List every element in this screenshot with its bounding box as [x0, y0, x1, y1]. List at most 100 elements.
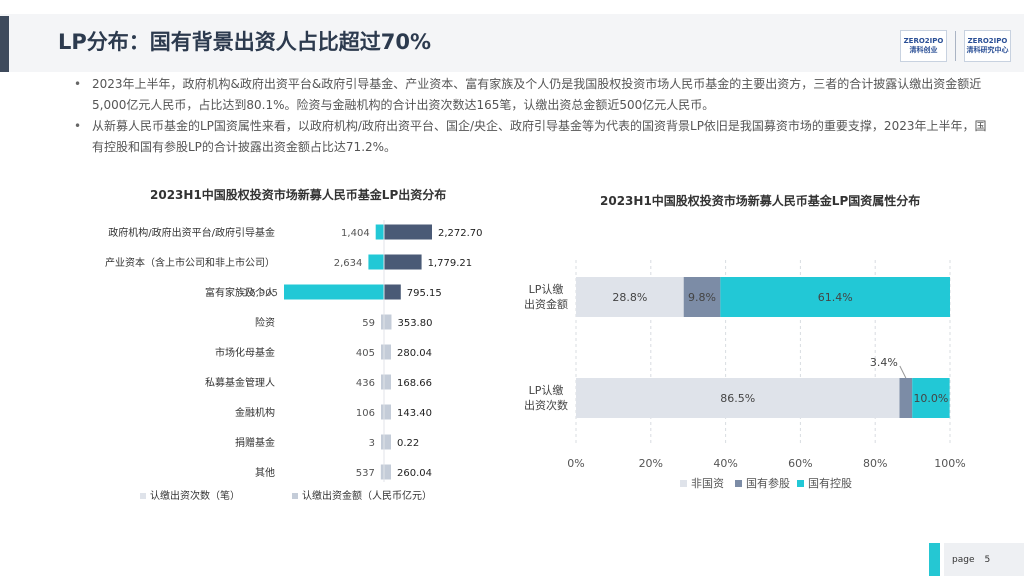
category-label: LP认缴 — [529, 282, 564, 296]
left-accent-bar — [0, 16, 9, 72]
legend-label: 认缴出资金额（人民币亿元） — [302, 489, 432, 502]
amount-bar — [384, 314, 392, 330]
segment-label: 3.4% — [870, 356, 898, 369]
segment-label: 9.8% — [688, 291, 716, 304]
x-tick-label: 100% — [934, 457, 965, 470]
segment-label: 61.4% — [818, 291, 853, 304]
amount-bar — [384, 464, 391, 480]
bullet-item: 2023年上半年，政府机构&政府出资平台&政府引导基金、产业资本、富有家族及个人… — [72, 74, 992, 116]
category-label: 市场化母基金 — [215, 346, 275, 359]
legend-label: 认缴出资次数（笔） — [150, 489, 240, 502]
logo-group: ZERO2IPO 清科创业 ZERO2IPO 清科研究中心 — [900, 30, 1011, 62]
legend-swatch — [797, 480, 804, 487]
header-band — [0, 14, 1024, 72]
x-tick-label: 80% — [863, 457, 887, 470]
category-label: 险资 — [255, 316, 275, 329]
zero2ipo-research-logo: ZERO2IPO 清科研究中心 — [964, 30, 1011, 62]
logo-bottom-text: 清科研究中心 — [966, 46, 1009, 54]
count-label: 537 — [356, 468, 375, 479]
logo-top-text: ZERO2IPO — [967, 37, 1008, 45]
count-label: 16,905 — [243, 288, 278, 299]
logo-top-text: ZERO2IPO — [903, 37, 944, 45]
count-bar — [368, 254, 384, 270]
stacked-bar-segment — [576, 378, 900, 418]
segment-label: 86.5% — [720, 392, 755, 405]
stacked-bar-segment — [576, 277, 684, 317]
amount-label: 0.22 — [397, 438, 419, 449]
amount-label: 168.66 — [397, 378, 432, 389]
count-bar — [381, 434, 384, 450]
bullet-item: 从新募人民币基金的LP国资属性来看，以政府机构/政府出资平台、国企/央企、政府引… — [72, 116, 992, 158]
amount-bar — [384, 374, 391, 390]
legend-label: 非国资 — [691, 477, 724, 490]
category-label: 政府机构/政府出资平台/政府引导基金 — [108, 226, 275, 239]
x-tick-label: 40% — [713, 457, 737, 470]
page-number: page 5 — [944, 543, 1024, 576]
category-label: 其他 — [255, 466, 275, 479]
count-bar — [381, 374, 384, 390]
count-bar — [380, 464, 384, 480]
legend-swatch — [292, 493, 298, 499]
label-leader-line — [899, 365, 907, 379]
count-bar — [381, 344, 384, 360]
bullet-list: 2023年上半年，政府机构&政府出资平台&政府引导基金、产业资本、富有家族及个人… — [72, 74, 992, 158]
legend-label: 国有控股 — [808, 476, 852, 490]
category-label: LP认缴 — [529, 383, 564, 397]
footer-accent-bar — [929, 543, 940, 576]
amount-label: 1,779.21 — [428, 258, 473, 269]
legend-label: 国有参股 — [746, 476, 790, 490]
amount-label: 143.40 — [397, 408, 432, 419]
x-tick-label: 20% — [639, 457, 663, 470]
count-label: 1,404 — [341, 228, 370, 239]
stacked-bar-segment — [899, 378, 913, 418]
amount-label: 795.15 — [407, 288, 442, 299]
category-label: 私募基金管理人 — [205, 376, 275, 389]
page-number-value: 5 — [984, 554, 991, 565]
page-title: LP分布：国有背景出资人占比超过70% — [58, 30, 432, 54]
count-label: 106 — [356, 408, 375, 419]
stacked-bar-segment — [720, 277, 950, 317]
count-bar — [284, 284, 384, 300]
count-bar — [381, 314, 384, 330]
count-label: 405 — [356, 348, 375, 359]
amount-label: 280.04 — [397, 348, 432, 359]
amount-bar — [384, 434, 391, 450]
count-bar — [381, 404, 384, 420]
amount-bar — [384, 224, 432, 240]
legend-swatch — [735, 480, 742, 487]
segment-label: 10.0% — [913, 392, 948, 405]
logo-bottom-text: 清科创业 — [909, 46, 938, 54]
zero2ipo-logo: ZERO2IPO 清科创业 — [900, 30, 947, 62]
count-label: 3 — [369, 438, 375, 449]
amount-bar — [384, 404, 391, 420]
amount-label: 2,272.70 — [438, 228, 483, 239]
count-label: 2,634 — [334, 258, 363, 269]
left-chart-title: 2023H1中国股权投资市场新募人民币基金LP出资分布 — [150, 188, 447, 202]
category-label: 金融机构 — [235, 406, 275, 419]
legend-swatch — [140, 493, 146, 499]
page-label: page — [952, 554, 975, 565]
legend-swatch — [680, 480, 687, 487]
category-label: 捐赠基金 — [235, 436, 275, 449]
count-label: 59 — [362, 318, 375, 329]
category-label: 富有家族及个人 — [205, 286, 275, 299]
lp-contribution-chart: 政府机构/政府出资平台/政府引导基金 1,404 2,272.70 产业资本（含上市公… — [105, 220, 483, 502]
category-label: 出资金额 — [524, 297, 568, 311]
amount-bar — [384, 254, 422, 270]
x-tick-label: 0% — [567, 457, 584, 470]
category-label: 产业资本（含上市公司和非上市公司） — [105, 256, 275, 269]
amount-bar — [384, 344, 391, 360]
count-label: 436 — [356, 378, 375, 389]
amount-bar — [384, 284, 401, 300]
logo-divider — [955, 31, 956, 61]
right-chart-title: 2023H1中国股权投资市场新募人民币基金LP国资属性分布 — [600, 194, 921, 208]
category-label: 出资次数 — [524, 398, 568, 412]
x-tick-label: 60% — [788, 457, 812, 470]
amount-label: 353.80 — [397, 318, 432, 329]
stacked-bar-segment — [912, 378, 950, 418]
amount-label: 260.04 — [397, 468, 432, 479]
stacked-bar-segment — [683, 277, 721, 317]
count-bar — [375, 224, 384, 240]
segment-label: 28.8% — [612, 291, 647, 304]
